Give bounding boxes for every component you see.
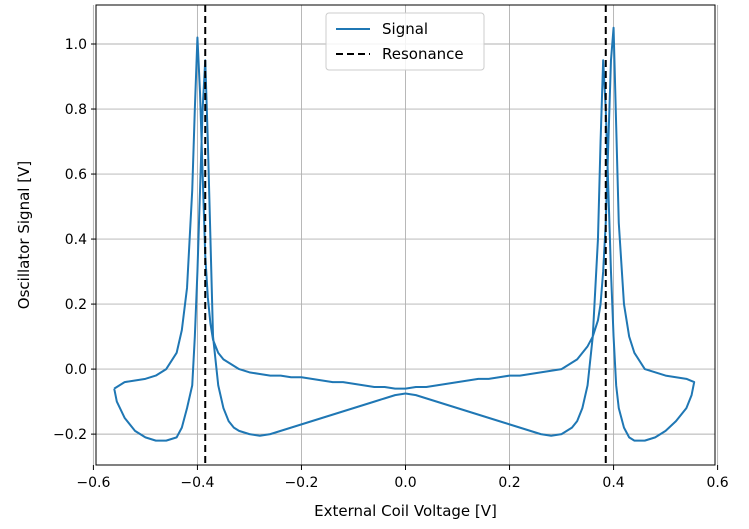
y-tick-label: 0.2 — [65, 297, 87, 313]
x-tick-label: −0.2 — [284, 475, 318, 491]
y-tick-label: 0.4 — [65, 232, 87, 248]
legend-label-resonance: Resonance — [382, 45, 464, 63]
x-tick-label: 0.6 — [706, 475, 728, 491]
y-tick-label: 0.8 — [65, 102, 87, 118]
y-tick-label: 0.6 — [65, 167, 87, 183]
signal-line — [113, 26, 696, 442]
x-tick-label: 0.4 — [602, 475, 624, 491]
plot-lines — [113, 5, 696, 465]
y-tick-label: 1.0 — [65, 37, 87, 53]
x-tick-label: −0.4 — [180, 475, 214, 491]
y-axis-ticks: −0.2 0.0 0.2 0.4 0.6 0.8 1.0 — [53, 37, 96, 443]
x-tick-label: 0.2 — [498, 475, 520, 491]
y-tick-label: 0.0 — [65, 362, 87, 378]
x-tick-label: 0.0 — [394, 475, 416, 491]
y-tick-label: −0.2 — [53, 427, 87, 443]
legend: Signal Resonance — [325, 12, 485, 71]
legend-frame — [325, 12, 485, 71]
legend-label-signal: Signal — [382, 20, 428, 38]
y-axis-label: Oscillator Signal [V] — [15, 161, 33, 309]
x-axis-ticks: −0.6 −0.4 −0.2 0.0 0.2 0.4 0.6 — [76, 465, 729, 491]
x-axis-label: External Coil Voltage [V] — [314, 502, 497, 520]
x-tick-label: −0.6 — [76, 475, 110, 491]
